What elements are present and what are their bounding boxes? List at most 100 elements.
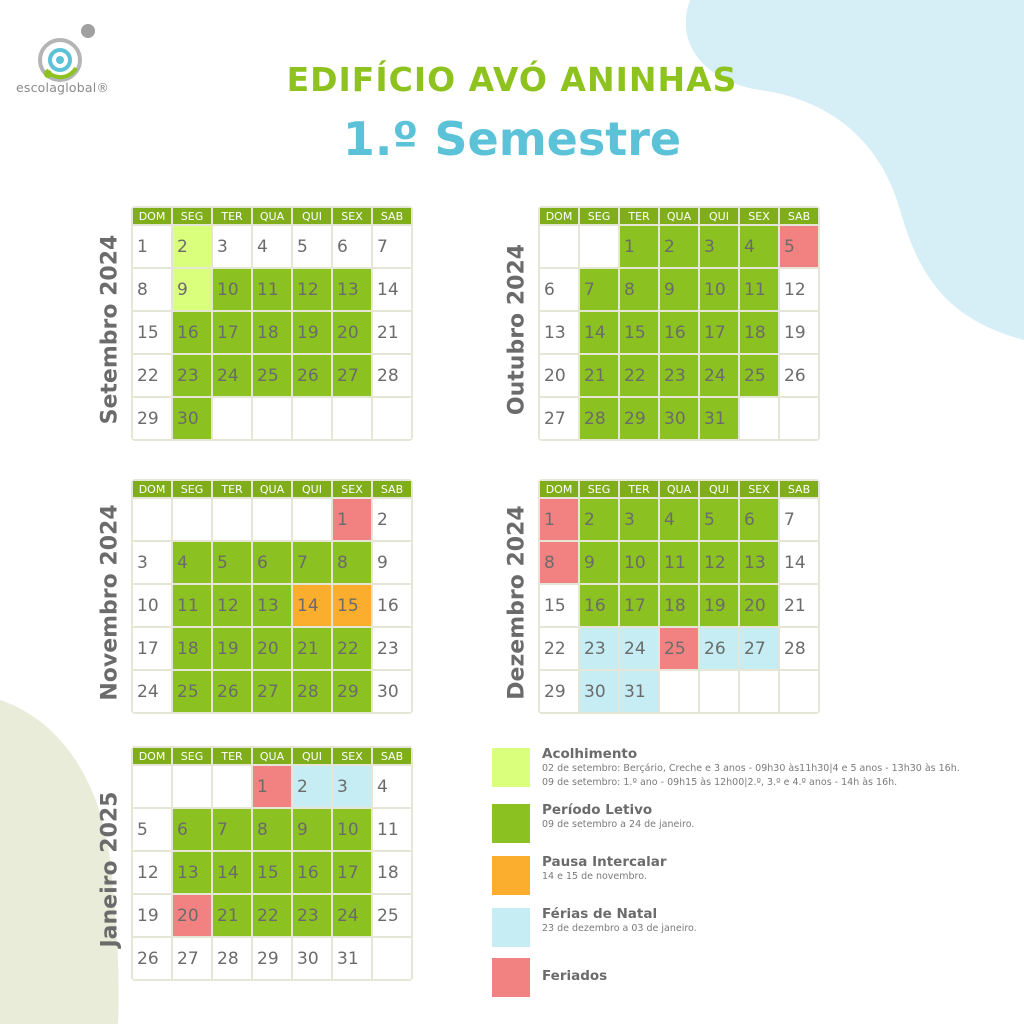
day-cell: 23 [660,355,698,396]
legend-swatch [492,748,530,787]
legend-title: Pausa Intercalar [542,854,667,870]
day-cell: 12 [700,542,738,583]
weekday-header: SEX [333,481,371,497]
weekday-header: QUA [253,748,291,764]
day-cell: 19 [213,628,251,669]
day-cell: 28 [580,398,618,439]
day-cell: 14 [780,542,818,583]
day-cell: 3 [700,226,738,267]
day-cell: 22 [620,355,658,396]
day-cell: 12 [133,852,171,893]
day-cell: 27 [173,938,211,979]
week-row: 20 21 22 23 24 25 26 [540,355,818,396]
day-cell: 18 [373,852,411,893]
day-cell [540,226,578,267]
day-cell: 24 [700,355,738,396]
weekday-header: SEX [740,481,778,497]
day-cell: 23 [293,895,331,936]
day-cell: 26 [700,628,738,669]
legend-title: Acolhimento [542,746,638,762]
day-cell: 4 [253,226,291,267]
day-cell: 6 [540,269,578,310]
day-cell: 17 [213,312,251,353]
day-cell: 2 [660,226,698,267]
day-cell: 28 [213,938,251,979]
day-cell: 9 [173,269,211,310]
month-label: Novembro 2024 [97,504,123,701]
day-cell: 28 [780,628,818,669]
month-calendar: DOM SEG TER QUA QUI SEX SAB 1 2 3 4 5 6 7 8 9 10 11 12 13 14… [538,479,820,714]
day-cell: 8 [133,269,171,310]
day-cell: 30 [373,671,411,712]
day-cell: 1 [253,766,291,807]
day-cell: 17 [133,628,171,669]
day-cell: 21 [780,585,818,626]
day-cell: 17 [333,852,371,893]
day-cell: 23 [173,355,211,396]
day-cell [373,938,411,979]
day-cell: 9 [293,809,331,850]
day-cell: 31 [333,938,371,979]
day-cell: 11 [660,542,698,583]
day-cell [660,671,698,712]
day-cell: 23 [580,628,618,669]
month-label: Janeiro 2025 [97,791,123,948]
day-cell: 29 [133,398,171,439]
day-cell: 15 [333,585,371,626]
day-cell [293,398,331,439]
day-cell: 10 [620,542,658,583]
day-cell: 18 [173,628,211,669]
day-cell: 25 [740,355,778,396]
day-cell: 17 [700,312,738,353]
day-cell: 2 [293,766,331,807]
day-cell: 17 [620,585,658,626]
day-cell: 16 [173,312,211,353]
day-cell: 8 [253,809,291,850]
day-cell: 19 [293,312,331,353]
day-cell: 4 [740,226,778,267]
weekday-header: SAB [373,208,411,224]
day-cell: 11 [373,809,411,850]
weekday-header: SEG [580,208,618,224]
day-cell: 7 [373,226,411,267]
day-cell [173,499,211,540]
weekday-header: SAB [373,748,411,764]
legend-swatch [492,856,530,895]
legend-swatch [492,804,530,843]
day-cell: 27 [333,355,371,396]
day-cell: 22 [333,628,371,669]
weekday-header: SAB [780,481,818,497]
week-row: 8 9 10 11 12 13 14 [540,542,818,583]
day-cell: 15 [540,585,578,626]
day-cell: 4 [173,542,211,583]
day-cell: 18 [253,312,291,353]
day-cell: 4 [660,499,698,540]
day-cell: 15 [620,312,658,353]
day-cell: 7 [780,499,818,540]
week-row: 29 30 31 [540,671,818,712]
day-cell: 28 [293,671,331,712]
day-cell: 24 [213,355,251,396]
weekday-header: TER [620,481,658,497]
day-cell: 29 [620,398,658,439]
day-cell [213,766,251,807]
day-cell [373,398,411,439]
day-cell: 21 [293,628,331,669]
weekday-header: DOM [540,208,578,224]
day-cell: 30 [173,398,211,439]
day-cell: 22 [540,628,578,669]
day-cell: 5 [213,542,251,583]
day-cell: 21 [373,312,411,353]
weekday-header: SAB [780,208,818,224]
day-cell: 6 [173,809,211,850]
weekday-header: QUA [253,481,291,497]
day-cell: 7 [293,542,331,583]
day-cell: 18 [660,585,698,626]
day-cell: 13 [173,852,211,893]
day-cell: 1 [540,499,578,540]
day-cell: 3 [620,499,658,540]
day-cell: 25 [373,895,411,936]
